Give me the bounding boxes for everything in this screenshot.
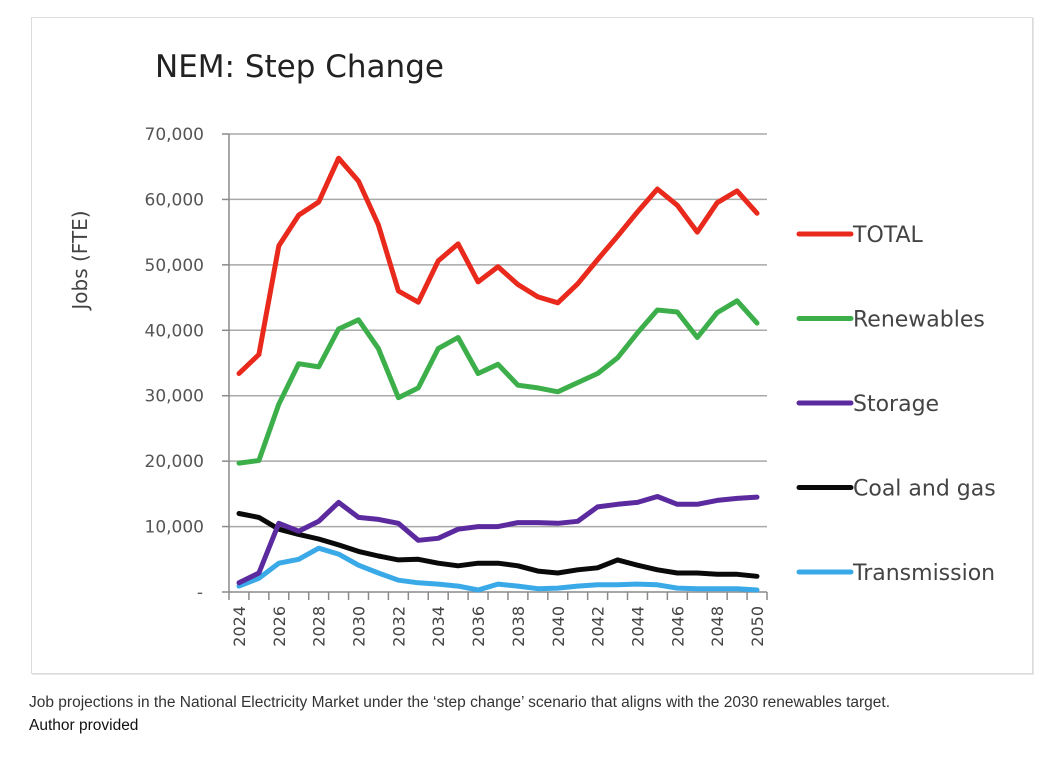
x-tick-label: 2024 [230, 606, 249, 647]
x-tick-label: 2026 [270, 606, 289, 647]
line-chart: NEM: Step Change Jobs (FTE) - 10,000 20,00… [68, 49, 996, 647]
y-axis-label: Jobs (FTE) [68, 210, 92, 311]
caption-credit: Author provided [29, 717, 139, 734]
y-tick-labels: - 10,000 20,000 30,000 40,000 50,000 60,000 70,… [145, 125, 204, 603]
caption-text: Job projections in the National Electric… [29, 694, 891, 711]
legend-label-renewables: Renewables [853, 308, 985, 333]
x-tick-label: 2032 [389, 606, 408, 647]
x-tick-label: 2036 [469, 606, 488, 647]
x-tick-label: 2034 [429, 606, 448, 647]
chart-title: NEM: Step Change [155, 49, 444, 85]
y-tick-label: 30,000 [145, 387, 204, 407]
x-tick-label: 2046 [668, 606, 687, 647]
x-tick-label: 2028 [310, 606, 329, 647]
y-tick-label: 60,000 [145, 190, 204, 210]
legend-label-transmission: Transmission [852, 561, 995, 586]
y-tick-label: 20,000 [145, 452, 204, 472]
figure-caption: Job projections in the National Electric… [29, 691, 1029, 737]
gridlines [229, 133, 767, 528]
x-tick-label: 2048 [708, 606, 727, 647]
series-line-renewables [236, 298, 760, 466]
series-line-total [236, 155, 760, 376]
chart-figure [31, 17, 1033, 674]
legend-label-coal-and-gas: Coal and gas [853, 477, 996, 502]
y-tick-label: - [197, 583, 203, 603]
legend: TOTAL Renewables Storage Coal and gas Transm… [796, 223, 996, 586]
x-tick-label: 2042 [589, 606, 608, 647]
x-tick-label: 2044 [628, 606, 647, 647]
legend-label-total: TOTAL [852, 223, 924, 248]
y-tick-label: 50,000 [145, 256, 204, 276]
x-tick-labels: 2024 2026 2028 2030 2032 2034 2036 2038 2040 2042… [230, 606, 767, 647]
x-tick-label: 2038 [509, 606, 528, 647]
series-line-storage [236, 494, 760, 586]
series-line-transmission [236, 545, 760, 593]
x-tick-label: 2050 [748, 606, 767, 647]
y-tick-label: 40,000 [145, 321, 204, 341]
y-tick-label: 10,000 [145, 518, 204, 538]
y-tick-label: 70,000 [145, 125, 204, 145]
series-line-coal-and-gas [236, 511, 760, 579]
axes [222, 133, 768, 600]
legend-label-storage: Storage [853, 392, 939, 417]
x-tick-label: 2030 [350, 606, 369, 647]
x-tick-label: 2040 [549, 606, 568, 647]
series-lines [236, 155, 760, 593]
